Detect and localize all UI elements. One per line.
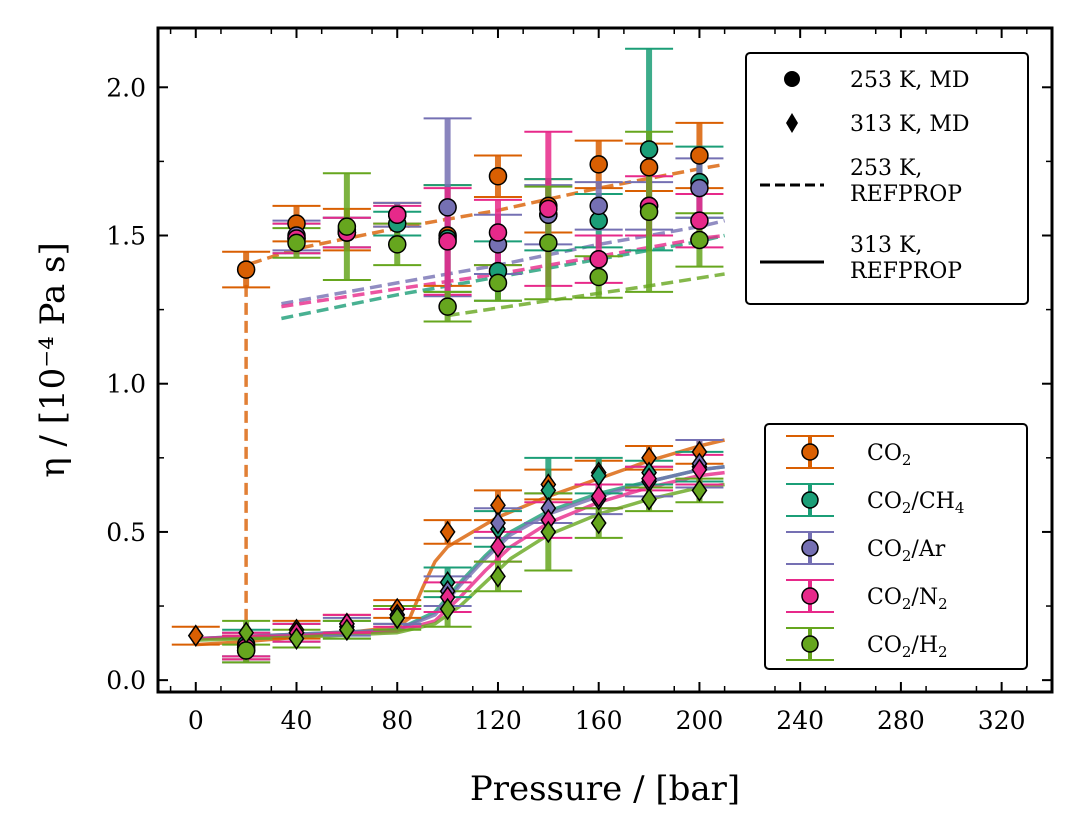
- circle-marker: [387, 235, 407, 254]
- series-legend-label: CO2/H2: [867, 633, 948, 661]
- diamond-marker: [187, 624, 204, 647]
- x-axis-label: Pressure / [bar]: [470, 769, 740, 809]
- legend-series-swatch: [801, 587, 819, 605]
- circle-marker: [639, 158, 659, 177]
- y-tick-label: 2.0: [106, 73, 146, 102]
- y-tick-label: 0.5: [106, 518, 146, 547]
- legend-series-swatch: [801, 443, 819, 461]
- circle-marker: [690, 146, 709, 165]
- series-legend-label: CO2/CH4: [867, 489, 964, 517]
- x-tick-label: 280: [877, 706, 925, 735]
- circle-marker: [438, 198, 457, 217]
- tick-layer: [158, 28, 1052, 692]
- circle-marker: [639, 202, 659, 222]
- y-tick-label: 1.5: [106, 222, 146, 251]
- diamond-marker: [691, 479, 708, 502]
- plot-frame: [156, 26, 1054, 694]
- diamond-marker: [439, 597, 456, 621]
- x-tick-label: 160: [575, 706, 623, 735]
- circle-marker: [639, 140, 659, 159]
- md-markers: [187, 140, 709, 660]
- tick-labels: 0 40 80 120 160 200 240 280 320 0.0 0.5 1.0 1.5 2.0: [106, 73, 1025, 735]
- series-legend-box: [764, 423, 1028, 670]
- diamond-marker: [288, 627, 305, 650]
- legend-series-swatch: [801, 635, 819, 653]
- x-tick-label: 200: [676, 706, 724, 735]
- circle-marker: [690, 178, 709, 198]
- x-tick-label: 120: [474, 706, 522, 735]
- series-legend-label: CO2/N2: [867, 585, 948, 613]
- marker-legend-entry: 313 K, MD: [850, 112, 970, 137]
- legend-series-swatch: [801, 491, 819, 509]
- marker-legend-entry: REFPROP: [850, 259, 962, 284]
- diamond-marker: [490, 565, 506, 588]
- series-legend-label: CO2/Ar: [867, 537, 946, 565]
- diamond-marker: [389, 606, 406, 630]
- circle-marker: [690, 230, 709, 250]
- circle-marker: [690, 211, 709, 230]
- circle-marker: [539, 199, 558, 219]
- series-legend: CO2 CO2/CH4 CO2/Ar CO2/N2 CO2/H2: [764, 423, 1028, 670]
- x-tick-label: 40: [281, 706, 313, 735]
- legend-diamond-swatch: [786, 113, 798, 133]
- circle-marker: [287, 233, 306, 253]
- marker-legend-entry: 253 K, MD: [850, 68, 970, 93]
- diamond-marker: [540, 520, 557, 544]
- circle-marker: [337, 217, 357, 236]
- marker-legend-box: [745, 52, 1029, 305]
- circle-marker: [488, 223, 508, 242]
- circle-marker: [589, 267, 608, 287]
- circle-marker: [589, 155, 608, 174]
- diamond-marker: [490, 535, 506, 559]
- legend-series-swatch: [801, 539, 819, 557]
- marker-legend-entry: REFPROP: [850, 182, 962, 207]
- circle-marker: [236, 260, 256, 279]
- circle-marker: [438, 297, 457, 316]
- y-tick-label: 1.0: [106, 370, 146, 399]
- legend-circle-swatch: [784, 71, 800, 87]
- circle-marker: [236, 641, 256, 660]
- diamond-marker: [590, 485, 607, 508]
- y-axis-label: η / [10⁻⁴ Pa s]: [33, 242, 73, 478]
- marker-legend-entry: 313 K,: [850, 233, 922, 258]
- y-tick-label: 0.0: [106, 666, 146, 695]
- circle-marker: [438, 232, 457, 251]
- circle-marker: [488, 166, 508, 186]
- marker-legend-entry: 253 K,: [850, 156, 922, 181]
- circle-marker: [589, 249, 608, 269]
- x-tick-label: 240: [776, 706, 824, 735]
- diamond-marker: [439, 520, 456, 544]
- diamond-marker: [338, 618, 355, 642]
- diamond-marker: [590, 511, 607, 535]
- x-tick-label: 80: [381, 706, 413, 735]
- circle-marker: [589, 196, 608, 216]
- circle-marker: [387, 205, 407, 224]
- circle-marker: [539, 233, 558, 253]
- circle-marker: [488, 273, 508, 293]
- diamond-marker: [490, 511, 506, 535]
- series-legend-label: CO2: [867, 441, 911, 469]
- diamond-marker: [641, 488, 657, 511]
- x-tick-label: 320: [978, 706, 1026, 735]
- x-tick-label: 0: [188, 706, 204, 735]
